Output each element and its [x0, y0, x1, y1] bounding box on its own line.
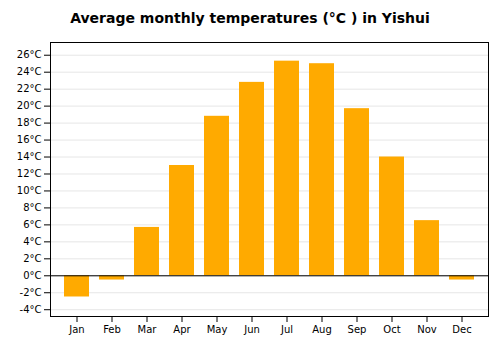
svg-text:Feb: Feb	[103, 324, 121, 335]
svg-text:18°C: 18°C	[17, 117, 42, 128]
svg-text:Aug: Aug	[312, 324, 332, 335]
svg-text:Apr: Apr	[173, 324, 191, 335]
svg-text:-2°C: -2°C	[20, 287, 42, 298]
svg-text:20°C: 20°C	[17, 100, 42, 111]
svg-text:16°C: 16°C	[17, 134, 42, 145]
svg-text:12°C: 12°C	[17, 168, 42, 179]
svg-text:Jun: Jun	[243, 324, 260, 335]
svg-text:Dec: Dec	[452, 324, 471, 335]
svg-text:4°C: 4°C	[23, 236, 41, 247]
svg-text:Jan: Jan	[68, 324, 84, 335]
svg-text:-4°C: -4°C	[20, 304, 42, 315]
svg-text:0°C: 0°C	[23, 270, 41, 281]
svg-text:Sep: Sep	[348, 324, 367, 335]
svg-text:2°C: 2°C	[23, 253, 41, 264]
svg-text:Jul: Jul	[280, 324, 293, 335]
svg-text:Oct: Oct	[383, 324, 400, 335]
svg-text:24°C: 24°C	[17, 66, 42, 77]
svg-text:8°C: 8°C	[23, 202, 41, 213]
svg-text:6°C: 6°C	[23, 219, 41, 230]
svg-text:22°C: 22°C	[17, 83, 42, 94]
svg-text:26°C: 26°C	[17, 49, 42, 60]
html-text:Average monthly temperatures (: Average monthly temperatures (°C ) in Yi…	[70, 10, 430, 26]
svg-text:Nov: Nov	[417, 324, 437, 335]
svg-text:Mar: Mar	[138, 324, 158, 335]
svg-text:May: May	[207, 324, 228, 335]
svg-text:14°C: 14°C	[17, 151, 42, 162]
svg-text:10°C: 10°C	[17, 185, 42, 196]
